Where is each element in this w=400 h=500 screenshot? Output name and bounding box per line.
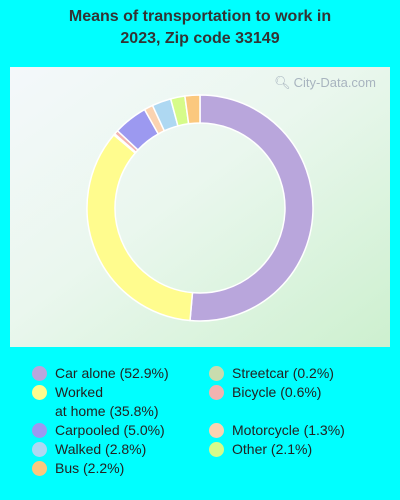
legend-label: Carpooled (5.0%) [55,421,165,440]
legend-label: Walked (2.8%) [55,440,146,459]
legend-label: Motorcycle (1.3%) [232,421,345,440]
legend-label-line: Walked (2.8%) [55,441,147,457]
legend-label: Car alone (52.9%) [55,364,169,383]
legend-swatch [32,461,47,476]
donut-chart [86,94,314,322]
legend-item: Other (2.1%) [209,440,312,459]
donut-slice-bus [184,94,201,125]
legend-item: Walked (2.8%) [32,440,146,459]
legend-item: Worked at home (35.8%) [32,383,159,421]
legend-label: Streetcar (0.2%) [232,364,334,383]
legend-label: Other (2.1%) [232,440,312,459]
legend-swatch [209,423,224,438]
chart-title-line-2: 2023, Zip code 33149 [120,30,280,47]
chart-title: Means of transportation to work in 2023,… [0,6,400,50]
legend-swatch [32,385,47,400]
watermark: 🔍︎ City-Data.com [274,75,376,91]
legend-label-line: Bus (2.2%) [55,460,125,476]
watermark-text: City-Data.com [293,75,376,90]
legend-label-line: Bicycle (0.6%) [232,384,322,400]
legend-label: Bicycle (0.6%) [232,383,321,402]
legend: Car alone (52.9%) Worked at home (35.8%) Ca… [0,364,400,500]
legend-swatch [209,366,224,381]
donut-slice-car-alone [189,94,314,322]
legend-item: Motorcycle (1.3%) [209,421,345,440]
legend-item: Bus (2.2%) [32,459,124,478]
legend-swatch [32,423,47,438]
legend-label: Bus (2.2%) [55,459,124,478]
legend-label-line: Motorcycle (1.3%) [232,422,345,438]
legend-swatch [32,442,47,457]
legend-label-line: Worked [55,384,103,400]
legend-label-line: Car alone (52.9%) [55,365,169,381]
legend-swatch [209,442,224,457]
legend-label-line: at home (35.8%) [55,403,159,419]
magnifier-icon: 🔍︎ [274,75,291,90]
legend-swatch [32,366,47,381]
legend-item: Car alone (52.9%) [32,364,169,383]
donut-slice-worked-at-home [86,133,194,322]
legend-label-line: Carpooled (5.0%) [55,422,165,438]
chart-title-line-1: Means of transportation to work in [68,8,332,25]
legend-swatch [209,385,224,400]
legend-item: Carpooled (5.0%) [32,421,165,440]
legend-label: Worked at home (35.8%) [55,383,159,421]
legend-item: Streetcar (0.2%) [209,364,334,383]
legend-label-line: Streetcar (0.2%) [232,365,334,381]
plot-area: 🔍︎ City-Data.com [10,67,390,347]
legend-label-line: Other (2.1%) [232,441,313,457]
legend-item: Bicycle (0.6%) [209,383,321,402]
